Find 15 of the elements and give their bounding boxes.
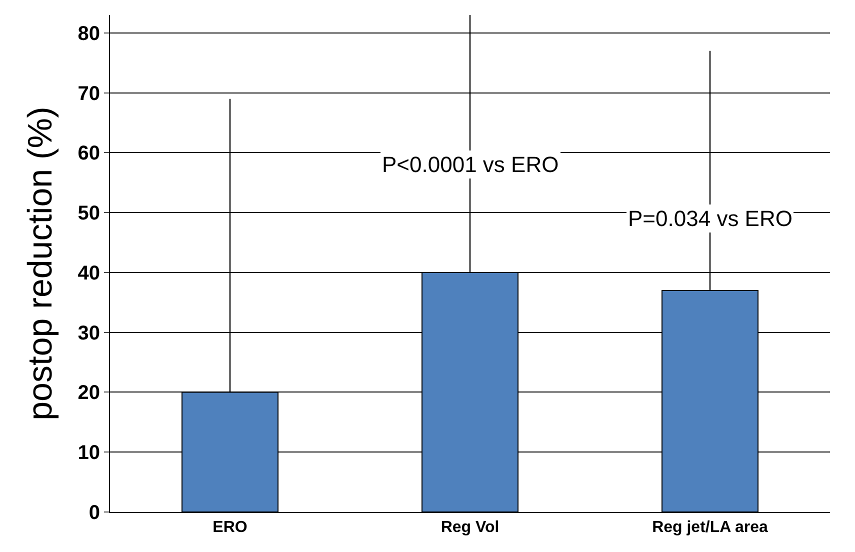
y-axis-title: postop reduction (%)	[21, 106, 60, 420]
y-tick-label: 70	[78, 82, 100, 105]
y-tick-label: 20	[78, 382, 100, 404]
y-tick-label: 50	[78, 202, 100, 225]
y-tick-label: 80	[78, 22, 100, 45]
y-tick-label: 60	[78, 142, 100, 165]
y-tick-label: 40	[78, 262, 100, 284]
y-tick-label: 0	[88, 502, 100, 524]
x-tick-label: ERO	[212, 519, 248, 536]
annotation: P<0.0001 vs ERO	[382, 152, 559, 177]
x-tick-label: Reg jet/LA area	[652, 519, 768, 536]
y-tick-label: 10	[78, 442, 100, 464]
annotation: P=0.034 vs ERO	[628, 206, 792, 231]
x-tick-label: Reg Vol	[440, 519, 500, 536]
y-tick-label: 30	[78, 322, 100, 344]
